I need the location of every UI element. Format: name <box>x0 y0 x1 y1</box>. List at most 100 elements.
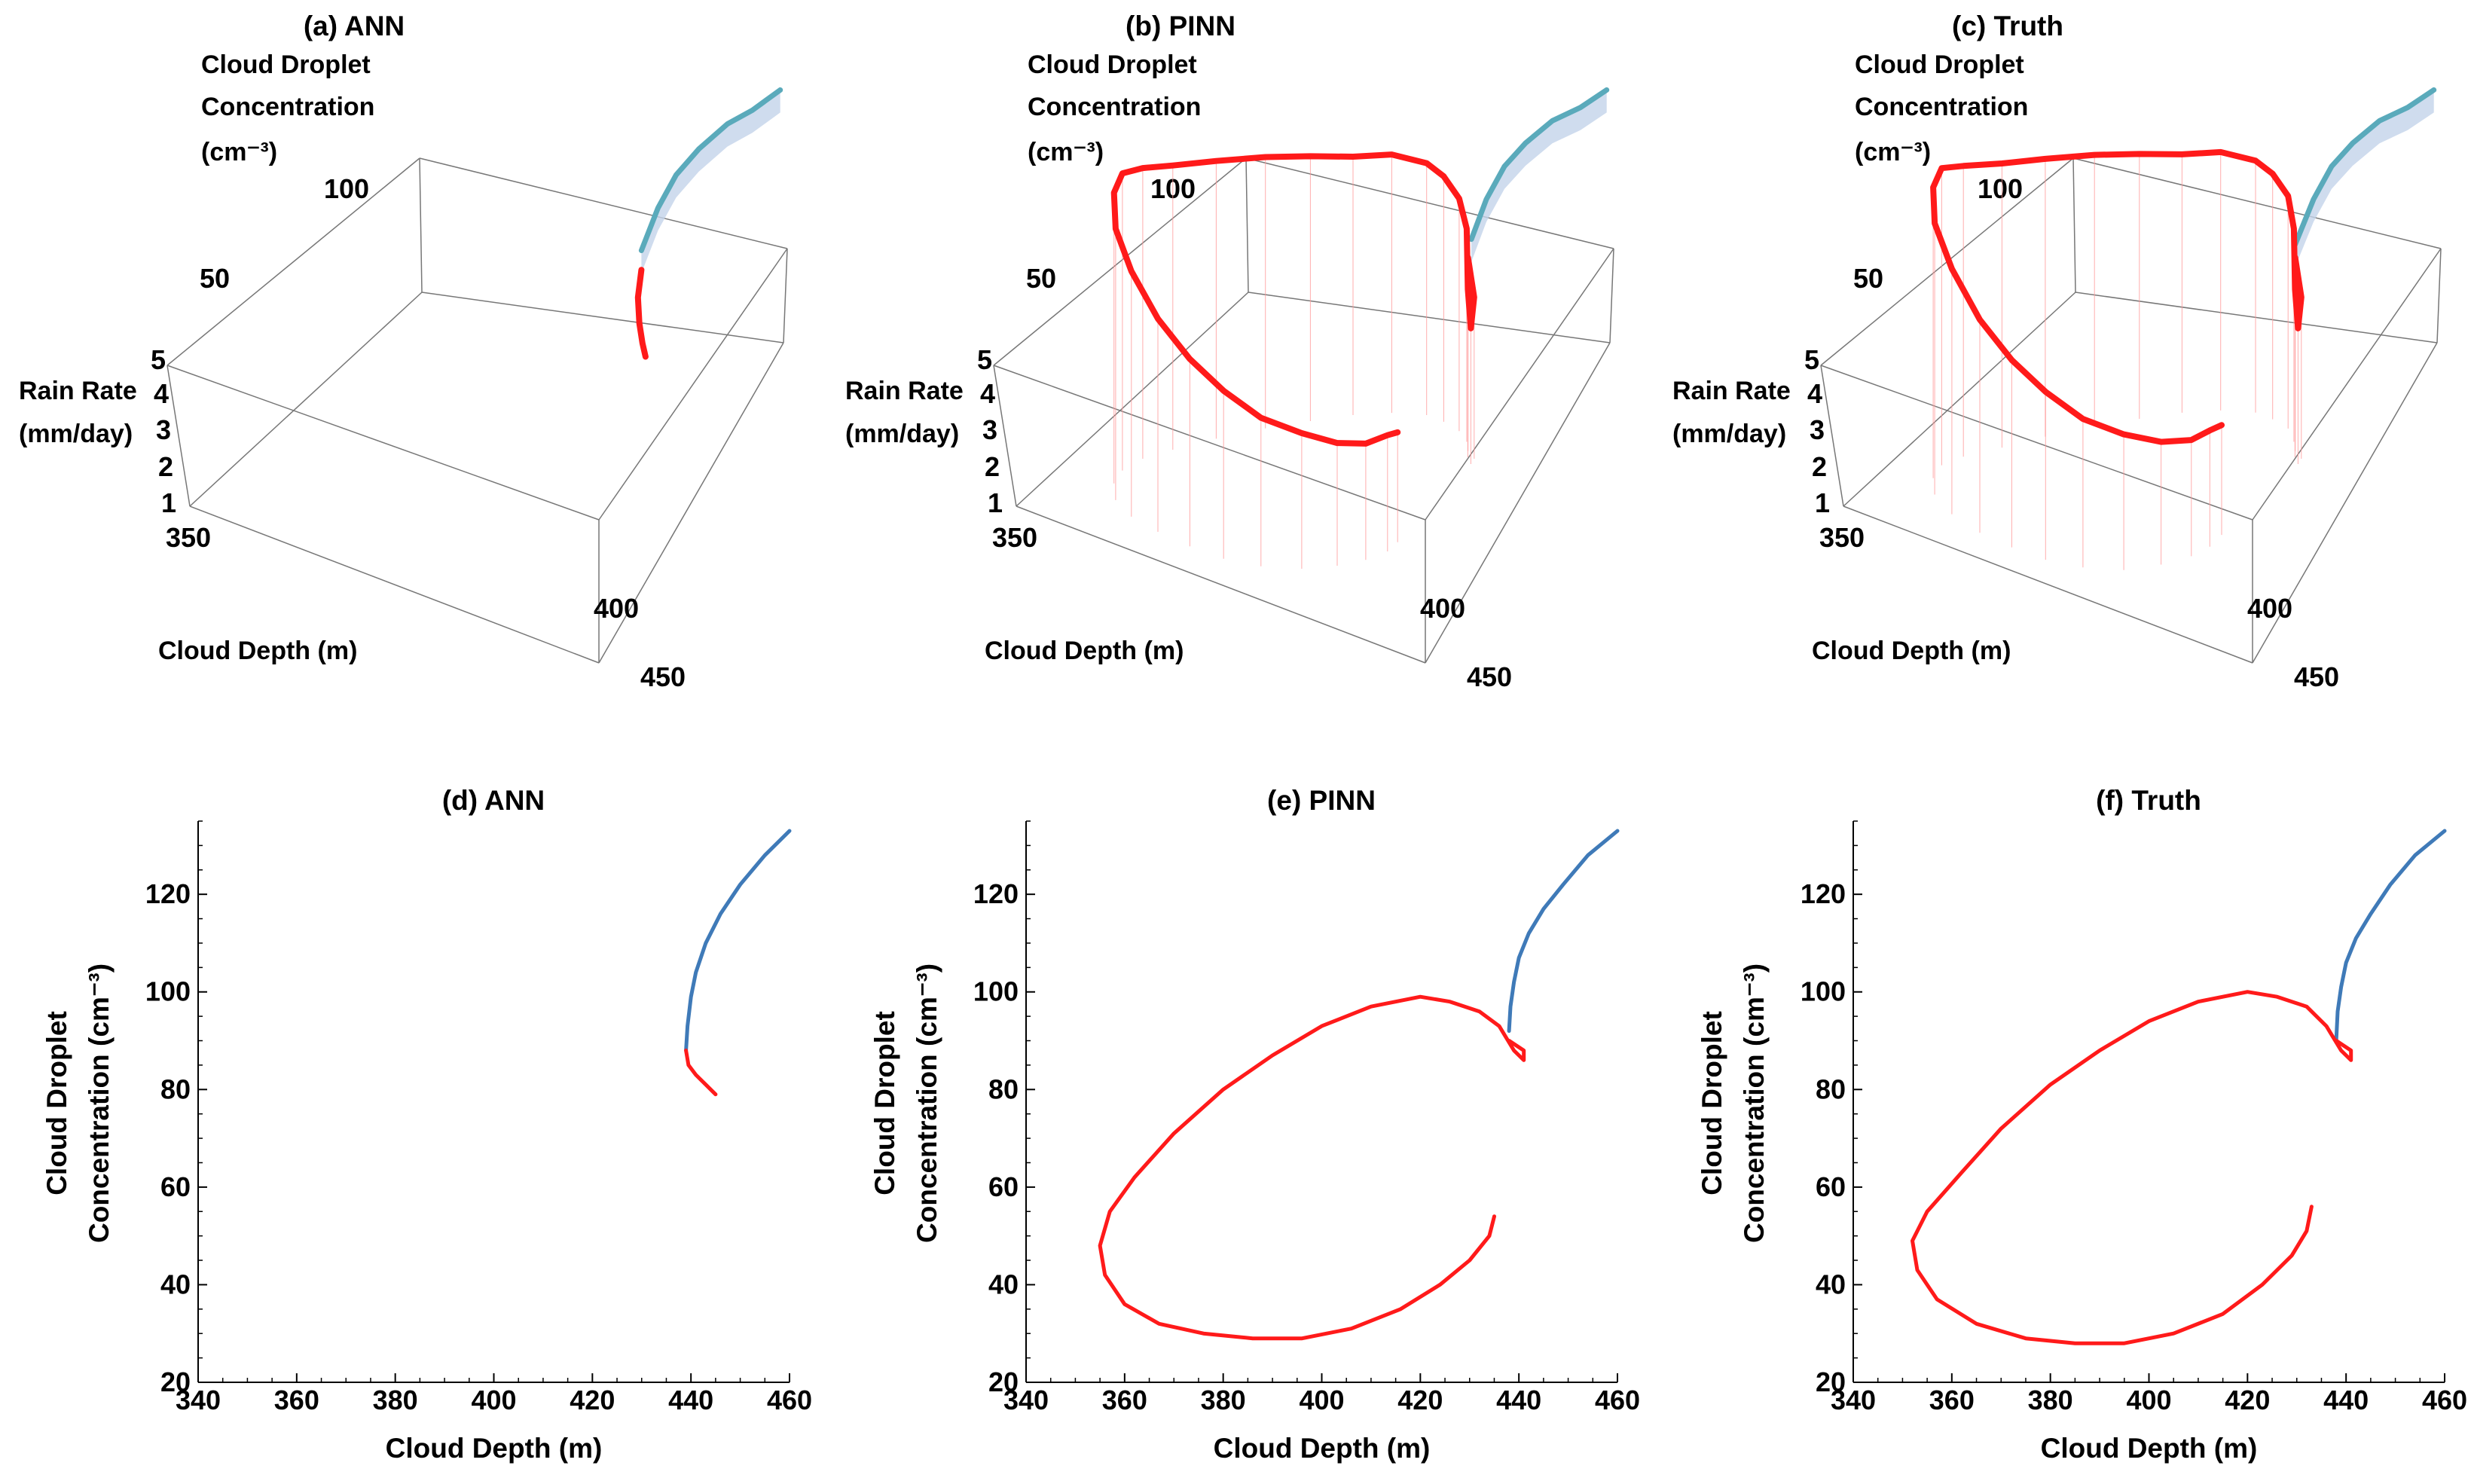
z-axis-label-line: Rain Rate <box>19 377 137 405</box>
x-axis-label: Cloud Depth (m) <box>1812 637 2011 665</box>
z-tick-label: 1 <box>1815 487 1830 518</box>
x-tick-label: 450 <box>640 661 686 692</box>
box-edge <box>2072 157 2442 249</box>
z-tick-label: 3 <box>982 414 997 445</box>
box-edge <box>1245 157 1249 293</box>
series-spin-up <box>1468 87 1610 243</box>
series-prediction <box>634 267 649 360</box>
y-tick-label: 50 <box>200 263 230 294</box>
y-tick-label: 120 <box>145 878 191 909</box>
y-axis-label-line: (cm⁻³) <box>201 138 277 166</box>
box-edge <box>1609 248 1614 344</box>
y-axis-label-line: Concentration (cm⁻³) <box>912 963 942 1243</box>
spin-up-ribbon <box>2295 90 2434 267</box>
x-tick-label: 460 <box>2422 1385 2467 1415</box>
y-tick-label: 120 <box>1801 878 1846 909</box>
box-edge <box>166 365 191 507</box>
y-tick-label: 20 <box>988 1366 1019 1397</box>
box-edge <box>2075 292 2438 344</box>
x-axis-label: Cloud Depth (m) <box>158 637 357 665</box>
x-tick-label: 450 <box>1467 661 1512 692</box>
series-prediction <box>684 1049 718 1097</box>
series-prediction <box>1098 994 1526 1341</box>
box-edge <box>783 248 788 344</box>
y-tick-label: 100 <box>145 976 191 1007</box>
box-edge <box>419 157 788 249</box>
z-axis-label-line: (mm/day) <box>1672 420 1786 448</box>
x-axis-label: Cloud Depth (m) <box>2041 1433 2258 1464</box>
box-edge <box>189 292 423 507</box>
box-edge <box>598 342 784 664</box>
y-tick-label: 20 <box>160 1366 191 1397</box>
y-axis-label-line: Concentration <box>1855 93 2028 121</box>
box-edge <box>1016 292 1249 507</box>
y-axis-label-line: Cloud Droplet <box>1855 50 2024 79</box>
box-edge <box>2252 248 2442 521</box>
z-tick-label: 4 <box>980 378 995 409</box>
box-edge <box>166 365 600 521</box>
panel-title: (a) ANN <box>304 11 405 41</box>
z-tick-label: 4 <box>154 378 169 409</box>
box-edge <box>1016 505 1426 664</box>
x-tick-label: 400 <box>1420 593 1465 624</box>
panel-title: (d) ANN <box>442 785 545 816</box>
x-tick-label: 380 <box>2028 1385 2073 1415</box>
z-tick-label: 5 <box>977 344 992 375</box>
z-tick-label: 1 <box>988 487 1003 518</box>
panel-e: (e) PINN 340 360 380 400 420 440 460 20 40 60 80 100… <box>869 785 1640 1464</box>
x-tick-label: 460 <box>767 1385 812 1415</box>
box-edge <box>166 157 420 366</box>
spin-up-ribbon <box>1471 90 1607 262</box>
x-tick-label: 340 <box>1831 1385 1876 1415</box>
z-axis-label-line: (mm/day) <box>19 420 133 448</box>
x-tick-label: 360 <box>1102 1385 1147 1415</box>
series-spin-up <box>1507 829 1620 1034</box>
box-edge <box>421 292 784 344</box>
box-edge <box>993 157 1247 366</box>
box-edge <box>2252 342 2438 664</box>
z-tick-label: 5 <box>1804 344 1819 375</box>
panel-title: (c) Truth <box>1952 11 2063 41</box>
box-edge <box>2072 157 2076 293</box>
box-edge <box>993 365 1017 507</box>
y-tick-label: 60 <box>160 1171 191 1202</box>
z-tick-label: 5 <box>151 344 166 375</box>
panel-a: (a) ANN 54 3 2 1 350 400 450 50 100 Cloud Droplet C… <box>19 11 788 692</box>
y-tick-label: 40 <box>988 1269 1019 1299</box>
y-tick-label: 50 <box>1853 263 1883 294</box>
box-edge <box>1843 292 2076 507</box>
x-tick-label: 360 <box>274 1385 319 1415</box>
y-tick-label: 120 <box>973 878 1019 909</box>
box-edge <box>1843 505 2253 664</box>
y-axis-label-line: (cm⁻³) <box>1028 138 1104 166</box>
x-tick-label: 380 <box>373 1385 418 1415</box>
y-axis-label-line: Cloud Droplet <box>1028 50 1197 79</box>
y-axis-label-line: Concentration <box>1028 93 1201 121</box>
panel-title: (f) Truth <box>2096 785 2201 816</box>
y-tick-label: 40 <box>160 1269 191 1299</box>
y-axis-label-line: Cloud Droplet <box>201 50 371 79</box>
box-edge <box>1248 292 1611 344</box>
x-tick-label: 450 <box>2294 661 2339 692</box>
z-tick-label: 3 <box>1810 414 1825 445</box>
x-tick-label: 400 <box>2247 593 2292 624</box>
y-axis-label-line: Concentration (cm⁻³) <box>1739 963 1770 1243</box>
panel-c: (c) Truth 54 3 2 1 350 400 450 50 100 Cloud Drople… <box>1672 11 2442 692</box>
box-edge <box>189 505 600 664</box>
box-edge <box>598 248 788 521</box>
x-tick-label: 400 <box>594 593 639 624</box>
series-prediction <box>1110 151 1477 447</box>
x-axis-label: Cloud Depth (m) <box>1214 1433 1431 1464</box>
x-tick-label: 420 <box>1397 1385 1443 1415</box>
box-edge <box>1820 365 1844 507</box>
box-edge <box>1425 248 1614 521</box>
x-tick-label: 400 <box>1299 1385 1344 1415</box>
x-tick-label: 360 <box>1929 1385 1975 1415</box>
panel-d: (d) ANN 340 360 380 400 420 440 460 20 40 60 80 100 1… <box>41 785 812 1464</box>
y-axis-label-line: Cloud Droplet <box>41 1011 72 1195</box>
x-tick-label: 340 <box>176 1385 221 1415</box>
y-axis-label-line: Concentration <box>201 93 374 121</box>
panel-f: (f) Truth 340 360 380 400 420 440 460 20 40 60 80 10… <box>1697 785 2467 1464</box>
y-tick-label: 80 <box>160 1073 191 1104</box>
